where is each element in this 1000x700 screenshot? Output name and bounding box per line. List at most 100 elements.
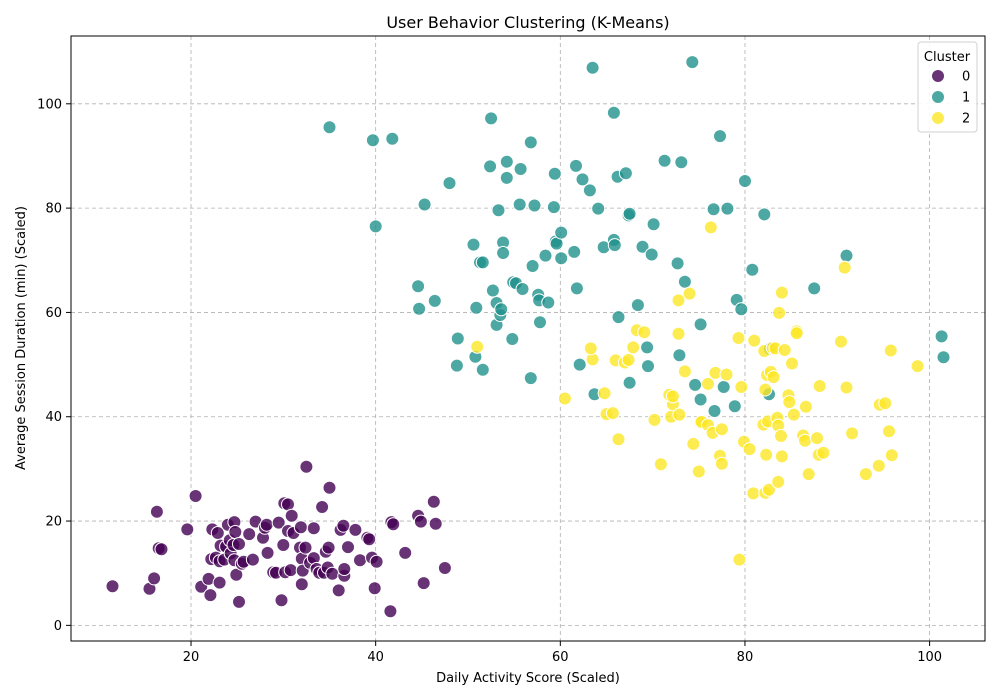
- data-point-cluster-0: [260, 545, 275, 560]
- data-point-cluster-1: [385, 131, 400, 146]
- data-point-cluster-1: [541, 295, 556, 310]
- data-point-cluster-1: [322, 120, 337, 135]
- data-point-cluster-1: [657, 153, 672, 168]
- data-point-cluster-2: [789, 326, 804, 341]
- data-point-cluster-0: [353, 553, 367, 568]
- data-point-cluster-0: [315, 500, 330, 514]
- data-point-cluster-2: [759, 447, 774, 462]
- data-point-cluster-1: [572, 357, 587, 372]
- data-point-cluster-2: [785, 356, 799, 371]
- data-point-cluster-1: [934, 329, 949, 344]
- y-tick-label: 80: [45, 202, 62, 217]
- data-point-cluster-1: [499, 154, 514, 169]
- data-point-cluster-1: [527, 198, 542, 213]
- chart-title: User Behavior Clustering (K-Means): [386, 13, 669, 32]
- data-point-cluster-1: [622, 375, 637, 390]
- data-point-cluster-2: [837, 260, 852, 275]
- data-point-cluster-1: [738, 174, 752, 188]
- data-point-cluster-2: [714, 422, 729, 437]
- data-point-cluster-2: [734, 380, 749, 394]
- data-point-cluster-0: [228, 525, 243, 539]
- data-point-cluster-0: [283, 563, 298, 578]
- data-point-cluster-1: [635, 239, 650, 254]
- data-point-cluster-1: [513, 162, 528, 176]
- data-point-cluster-0: [413, 514, 428, 529]
- data-point-cluster-1: [475, 362, 490, 377]
- series-cluster-0: [105, 459, 452, 619]
- y-axis-label: Average Session Duration (min) (Scaled): [14, 206, 29, 470]
- data-point-cluster-2: [671, 293, 686, 308]
- data-point-cluster-1: [449, 358, 464, 373]
- data-point-cluster-0: [284, 508, 299, 523]
- data-point-cluster-1: [745, 262, 760, 277]
- data-point-cluster-1: [547, 166, 562, 181]
- data-point-cluster-0: [367, 581, 382, 596]
- data-point-cluster-0: [232, 537, 246, 551]
- data-point-cluster-0: [321, 540, 336, 555]
- data-point-cluster-1: [630, 298, 645, 313]
- y-tick-label: 0: [54, 619, 62, 634]
- y-tick-label: 40: [45, 410, 62, 425]
- data-point-cluster-0: [325, 566, 340, 581]
- data-point-cluster-2: [771, 474, 786, 489]
- data-point-cluster-2: [671, 326, 686, 341]
- data-point-cluster-1: [554, 225, 569, 240]
- data-point-cluster-0: [398, 545, 413, 560]
- data-point-cluster-2: [731, 331, 746, 345]
- data-point-cluster-0: [369, 554, 384, 569]
- data-point-cluster-1: [591, 201, 606, 216]
- data-point-cluster-0: [383, 604, 398, 619]
- data-point-cluster-2: [871, 458, 886, 473]
- legend-box: [917, 41, 978, 133]
- data-point-cluster-1: [523, 135, 538, 150]
- data-point-cluster-1: [640, 340, 655, 355]
- data-point-cluster-2: [816, 445, 831, 460]
- data-point-cluster-1: [607, 238, 622, 253]
- data-point-cluster-1: [734, 302, 749, 317]
- data-point-cluster-1: [575, 172, 590, 187]
- data-point-cluster-1: [469, 300, 484, 315]
- data-point-cluster-1: [417, 197, 432, 212]
- data-point-cluster-1: [554, 251, 569, 266]
- data-point-cluster-2: [883, 343, 898, 358]
- data-point-cluster-1: [499, 170, 514, 185]
- data-point-cluster-0: [306, 521, 321, 536]
- data-point-cluster-1: [484, 111, 499, 126]
- data-point-cluster-1: [538, 248, 553, 263]
- data-point-cluster-2: [583, 341, 598, 356]
- data-point-cluster-2: [672, 407, 687, 422]
- data-point-cluster-2: [701, 376, 715, 391]
- data-point-cluster-0: [294, 577, 309, 592]
- data-point-cluster-1: [693, 392, 708, 407]
- data-point-cluster-2: [774, 285, 789, 300]
- data-point-cluster-1: [533, 315, 547, 330]
- data-point-cluster-2: [798, 399, 813, 414]
- data-point-cluster-1: [707, 404, 722, 418]
- data-point-cluster-1: [670, 256, 685, 271]
- data-point-cluster-0: [149, 504, 164, 519]
- data-point-cluster-1: [716, 380, 731, 394]
- legend-title: Cluster: [924, 50, 971, 65]
- series-cluster-1: [322, 55, 951, 418]
- data-point-cluster-0: [386, 517, 401, 532]
- data-point-cluster-2: [758, 382, 773, 397]
- data-point-cluster-2: [557, 391, 572, 406]
- data-point-cluster-0: [336, 518, 351, 533]
- data-point-cluster-2: [703, 220, 718, 235]
- data-point-cluster-2: [626, 340, 641, 355]
- data-point-cluster-2: [691, 464, 706, 479]
- data-point-cluster-1: [365, 133, 380, 148]
- scatter-points: [105, 55, 951, 619]
- data-point-cluster-0: [341, 540, 355, 555]
- data-point-cluster-0: [147, 571, 162, 586]
- data-point-cluster-2: [682, 286, 697, 301]
- x-tick-label: 20: [183, 650, 200, 665]
- data-point-cluster-0: [331, 583, 346, 598]
- data-point-cluster-1: [674, 155, 689, 170]
- data-point-cluster-1: [641, 359, 655, 374]
- data-point-cluster-2: [774, 429, 788, 443]
- data-point-cluster-1: [412, 301, 427, 316]
- data-point-cluster-0: [322, 480, 337, 495]
- data-point-cluster-2: [621, 352, 636, 367]
- data-point-cluster-2: [878, 396, 893, 411]
